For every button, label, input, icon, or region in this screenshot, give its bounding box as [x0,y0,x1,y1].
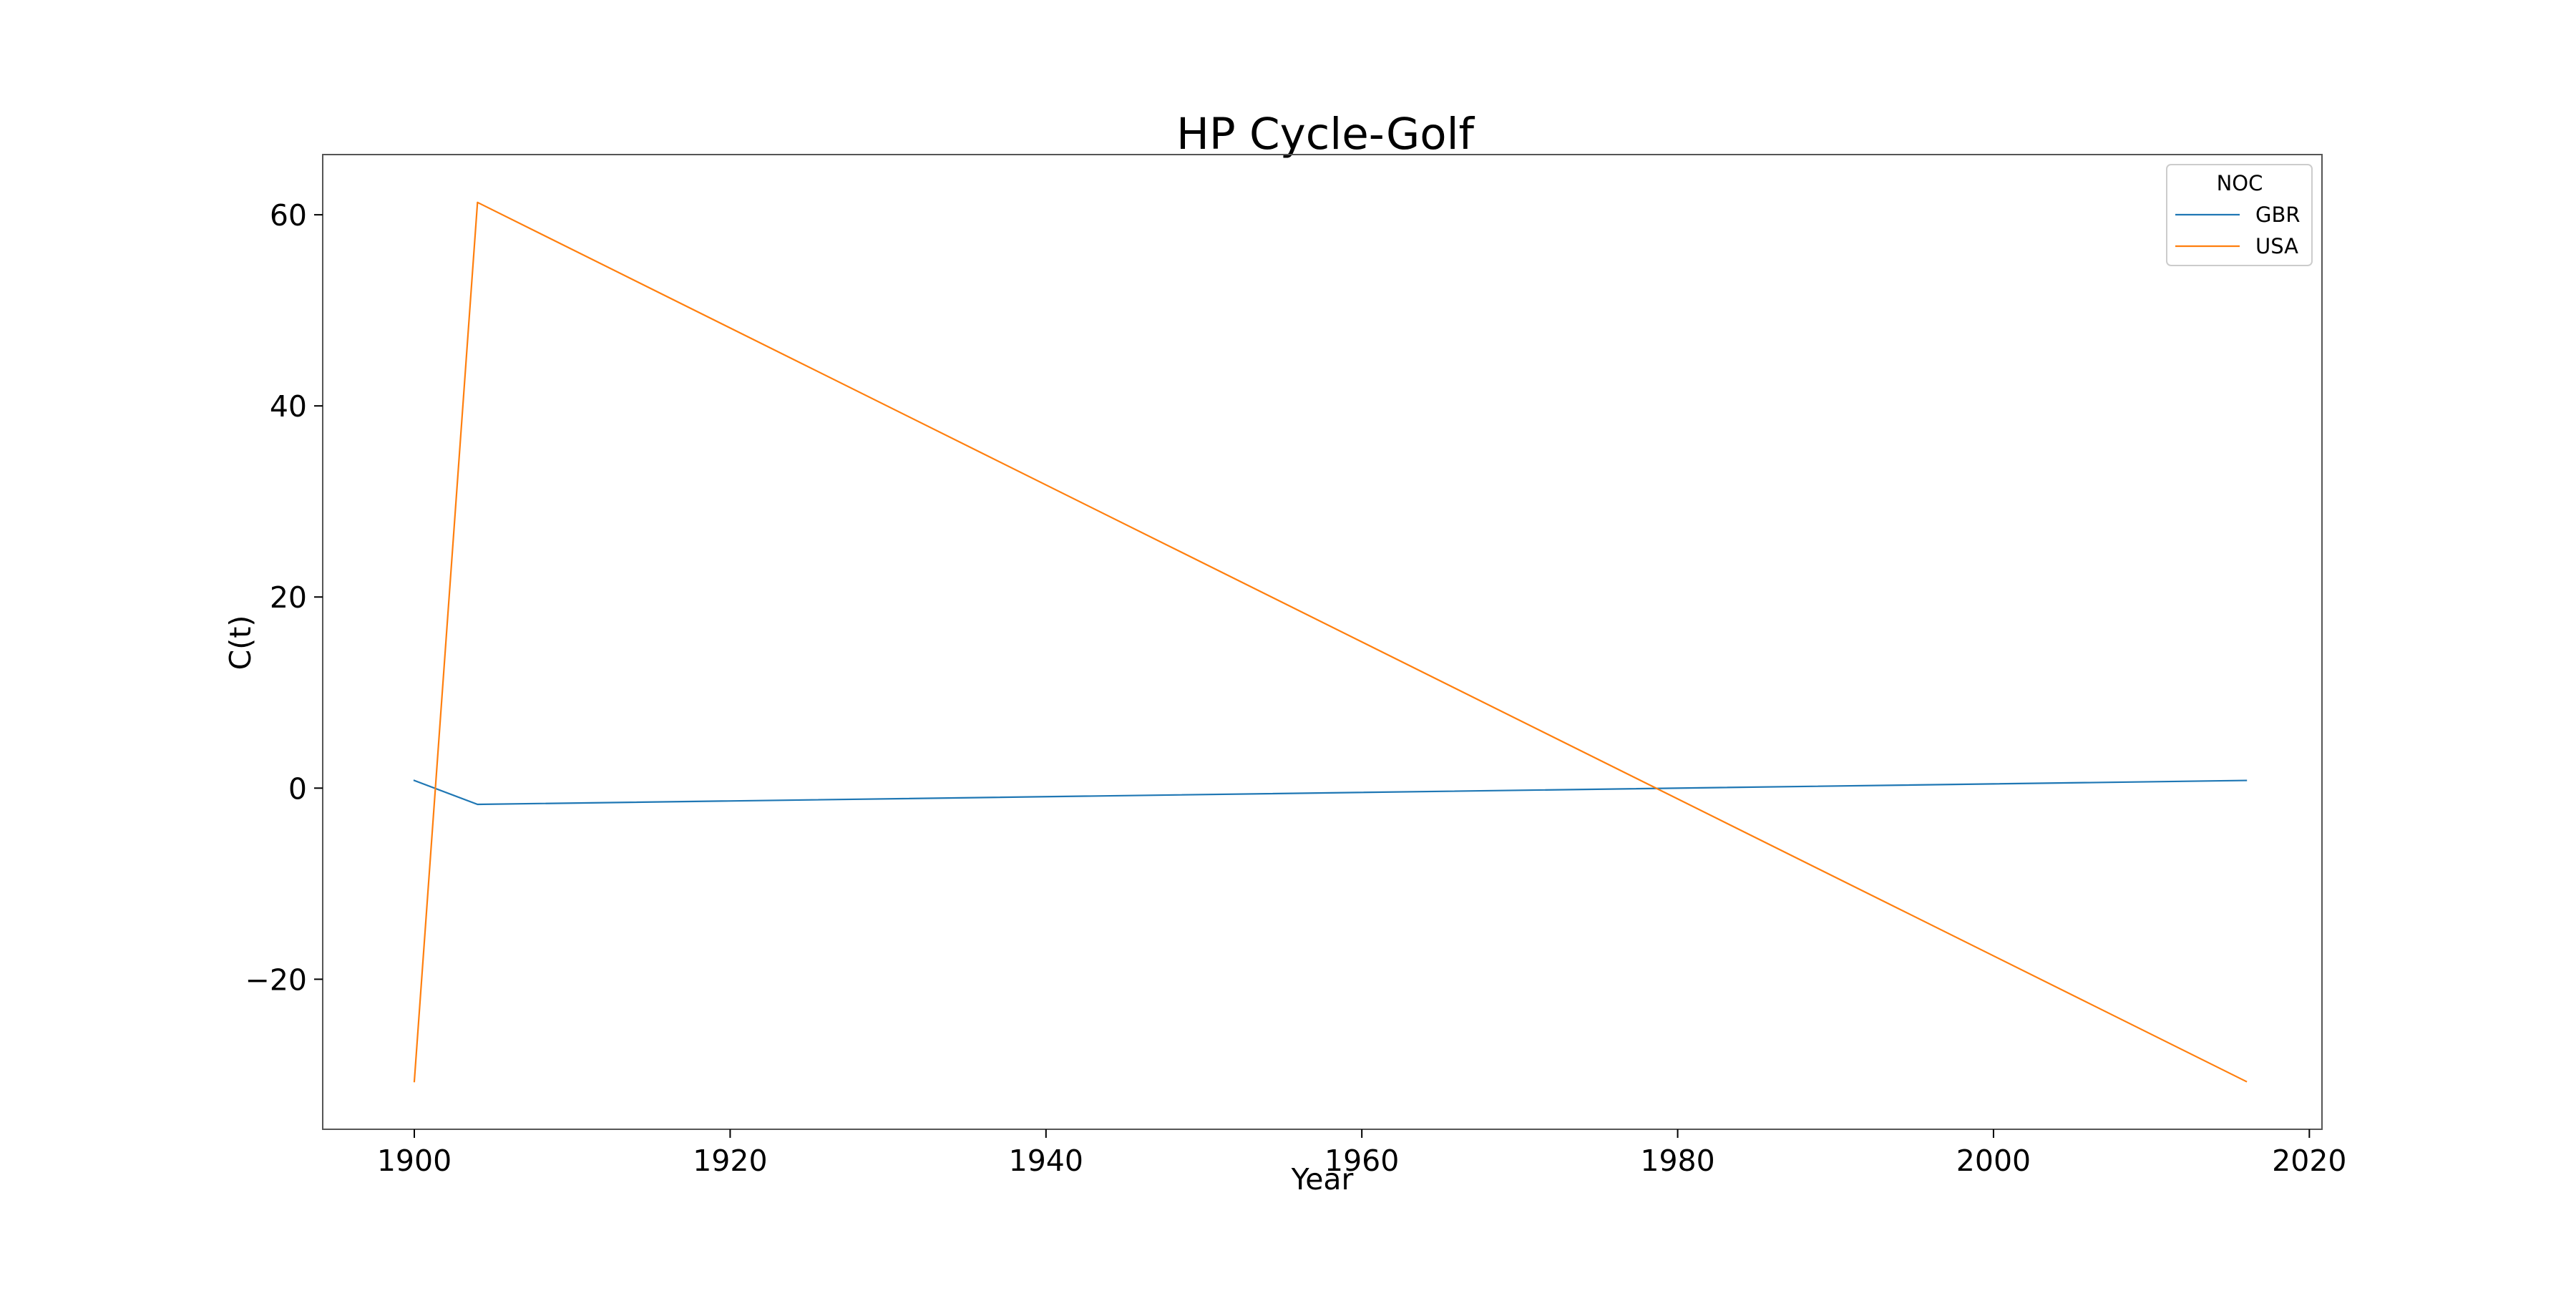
chart-title: HP Cycle-Golf [1176,109,1475,160]
x-axis-label: Year [1291,1162,1354,1197]
legend: NOC GBR USA [2166,164,2313,266]
y-tick-label: 40 [270,389,307,424]
legend-label-gbr: GBR [2255,203,2301,227]
series-layer [413,201,2248,1083]
x-axis-ticks: 1900 1920 1940 1960 1980 2000 2020 [377,1129,2347,1178]
x-tick-label: 2020 [2272,1144,2346,1178]
x-tick-label: 1920 [693,1144,767,1178]
y-axis-ticks: −20 0 20 40 60 [245,198,323,997]
x-tick-label: 1940 [1009,1144,1083,1178]
x-tick-label: 2000 [1956,1144,2031,1178]
y-tick-label: 60 [270,198,307,233]
plot-area-frame [322,154,2323,1130]
legend-entries: GBR USA [2175,203,2301,258]
y-axis-label: C(t) [223,615,258,671]
y-tick-label: 0 [288,771,307,806]
x-tick-label: 1900 [377,1144,452,1178]
x-tick-label: 1960 [1324,1144,1399,1178]
series-line-usa [413,201,2248,1083]
y-tick-label: −20 [245,963,307,997]
legend-label-usa: USA [2255,234,2298,258]
x-tick-label: 1980 [1640,1144,1714,1178]
y-tick-label: 20 [270,580,307,615]
legend-title: NOC [2217,171,2263,195]
